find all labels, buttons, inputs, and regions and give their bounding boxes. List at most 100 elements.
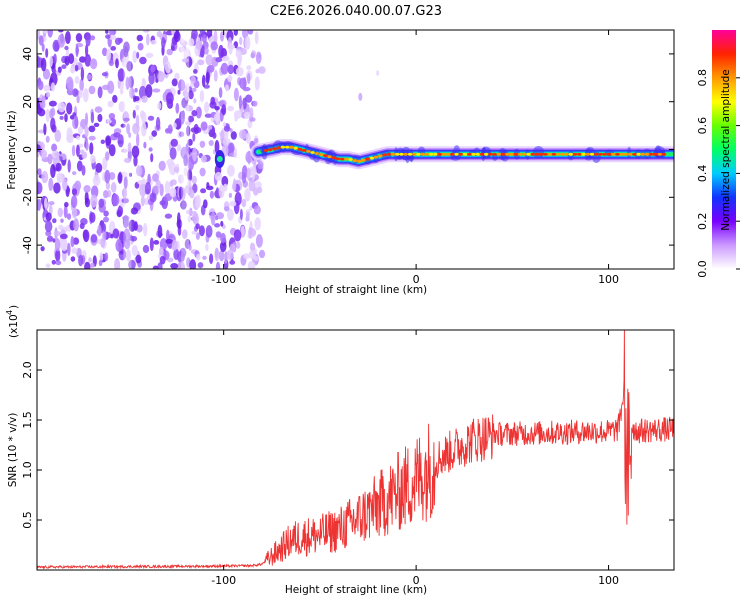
noise-blob bbox=[135, 104, 140, 111]
noise-blob bbox=[61, 64, 67, 69]
signal-core bbox=[581, 152, 586, 156]
noise-blob bbox=[240, 225, 245, 239]
signal-core bbox=[357, 159, 362, 163]
noise-blob bbox=[164, 61, 171, 74]
noise-blob bbox=[134, 87, 138, 93]
noise-blob bbox=[227, 142, 235, 153]
noise-blob bbox=[115, 58, 119, 69]
noise-blob bbox=[66, 134, 74, 144]
noise-blob bbox=[111, 118, 117, 126]
noise-blob bbox=[100, 139, 106, 145]
y-tick-label: 0.5 bbox=[21, 511, 34, 529]
colorbar-tick-label: 0.6 bbox=[696, 117, 709, 135]
noise-blob bbox=[119, 86, 124, 95]
noise-blob bbox=[214, 171, 223, 182]
noise-blob bbox=[218, 44, 224, 59]
signal-core bbox=[297, 147, 303, 151]
signal-bump bbox=[409, 148, 414, 163]
signal-core bbox=[500, 152, 506, 156]
noise-blob bbox=[124, 239, 131, 250]
noise-blob bbox=[135, 254, 142, 264]
noise-blob bbox=[131, 244, 138, 257]
signal-core bbox=[488, 152, 493, 156]
noise-blob bbox=[164, 213, 173, 219]
signal-core bbox=[395, 152, 400, 156]
noise-blob bbox=[227, 75, 233, 82]
noise-blob bbox=[79, 56, 86, 63]
noise-blob bbox=[136, 34, 143, 42]
noise-blob bbox=[130, 235, 138, 242]
noise-blob bbox=[110, 46, 117, 51]
noise-blob bbox=[53, 182, 61, 194]
noise-blob bbox=[85, 140, 89, 151]
noise-blob bbox=[243, 111, 250, 120]
snr-background bbox=[37, 330, 674, 570]
noise-blob bbox=[77, 126, 84, 135]
signal-track bbox=[214, 70, 674, 170]
noise-blob bbox=[220, 31, 224, 42]
noise-blob bbox=[52, 68, 57, 74]
noise-blob bbox=[102, 223, 107, 232]
noise-blob bbox=[254, 217, 261, 231]
noise-blob bbox=[195, 223, 200, 230]
noise-blob bbox=[97, 224, 102, 237]
noise-blob bbox=[152, 173, 159, 182]
spectrogram-y-axis-label: Frequency (Hz) bbox=[6, 110, 18, 189]
noise-blob bbox=[218, 184, 225, 199]
noise-blob bbox=[205, 54, 213, 66]
noise-blob bbox=[176, 144, 182, 152]
noise-blob bbox=[168, 162, 177, 176]
noise-blob bbox=[70, 66, 76, 74]
noise-blob bbox=[131, 145, 140, 158]
noise-blob bbox=[195, 232, 200, 240]
noise-blob bbox=[222, 55, 230, 62]
noise-blob bbox=[52, 238, 56, 243]
signal-core bbox=[263, 149, 269, 152]
snr-y-ticks: 0.5 1.0 1.5 2.0 bbox=[21, 361, 674, 529]
y-tick-label: 0 bbox=[21, 146, 34, 153]
noise-blob bbox=[227, 105, 235, 112]
noise-blob bbox=[199, 90, 205, 103]
noise-blob bbox=[52, 218, 57, 224]
noise-blob bbox=[123, 157, 132, 163]
noise-blob bbox=[98, 259, 103, 267]
signal-core bbox=[526, 152, 531, 156]
noise-blob bbox=[37, 108, 46, 117]
noise-blob bbox=[54, 129, 62, 142]
noise-blob bbox=[255, 51, 262, 64]
signal-core bbox=[344, 157, 349, 161]
noise-blob bbox=[228, 192, 233, 198]
signal-core bbox=[602, 152, 607, 156]
noise-blob bbox=[233, 30, 238, 36]
noise-blob bbox=[48, 177, 54, 191]
noise-blob bbox=[54, 152, 61, 158]
noise-blob bbox=[84, 197, 90, 208]
noise-blob bbox=[196, 253, 201, 261]
noise-blob bbox=[67, 242, 71, 256]
noise-blob bbox=[70, 195, 78, 209]
spectrogram-x-axis-label: Height of straight line (km) bbox=[285, 284, 427, 296]
noise-blob bbox=[244, 36, 251, 50]
noise-blob bbox=[112, 94, 118, 103]
noise-blob bbox=[93, 122, 100, 127]
noise-blob bbox=[121, 198, 129, 204]
colorbar-ramp bbox=[712, 30, 736, 269]
noise-blob bbox=[53, 231, 62, 236]
noise-blob bbox=[218, 250, 225, 262]
signal-core bbox=[340, 157, 345, 161]
noise-blob bbox=[145, 52, 154, 58]
noise-blob bbox=[136, 51, 140, 59]
signal-core bbox=[568, 152, 573, 156]
noise-blob bbox=[128, 132, 132, 139]
noise-blob bbox=[109, 172, 116, 180]
noise-blob bbox=[209, 253, 214, 265]
noise-blob bbox=[107, 80, 115, 94]
noise-blob bbox=[133, 155, 138, 167]
noise-blob bbox=[239, 48, 247, 55]
noise-blob bbox=[90, 262, 95, 268]
signal-core bbox=[365, 157, 370, 161]
noise-blob bbox=[103, 210, 109, 217]
noise-blob bbox=[195, 106, 202, 119]
noise-blob bbox=[258, 66, 266, 74]
noise-blob bbox=[206, 182, 210, 188]
